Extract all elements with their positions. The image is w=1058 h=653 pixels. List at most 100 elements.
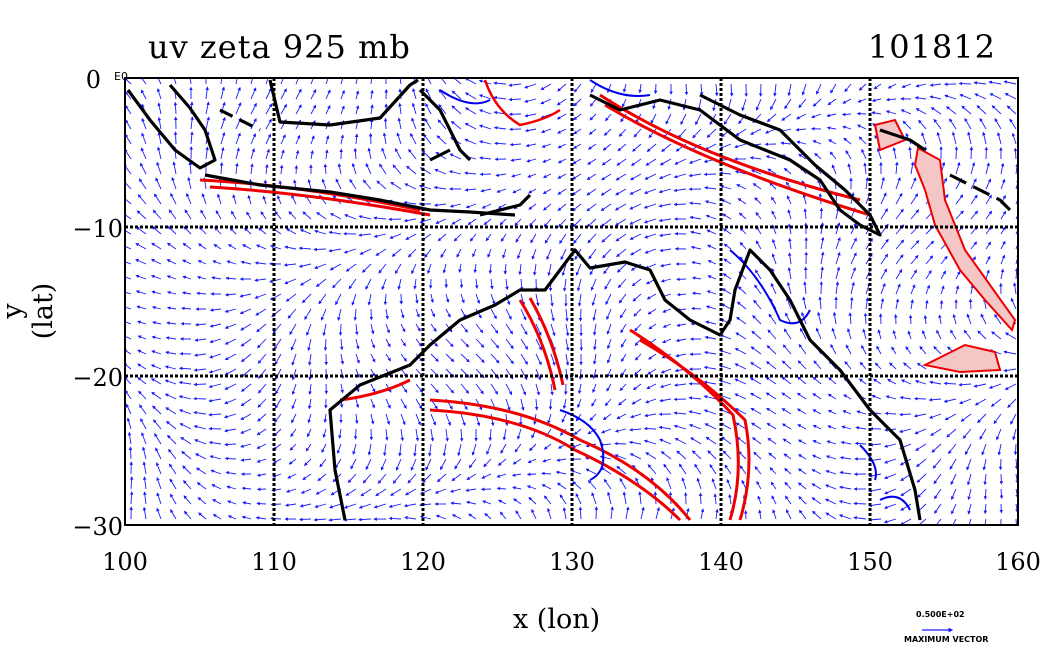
wind-vector bbox=[703, 395, 717, 400]
wind-vector bbox=[945, 106, 957, 115]
wind-vector bbox=[917, 488, 927, 498]
wind-vector bbox=[494, 141, 507, 146]
wind-vector bbox=[217, 193, 222, 205]
wind-vector bbox=[313, 247, 327, 252]
wind-vector bbox=[140, 147, 147, 160]
wind-vector bbox=[572, 158, 582, 164]
wind-vector bbox=[542, 158, 552, 163]
wind-vector bbox=[193, 425, 207, 430]
wind-vector bbox=[373, 216, 387, 220]
wind-vector bbox=[709, 463, 717, 475]
wind-vector bbox=[750, 362, 762, 370]
wind-vector bbox=[277, 195, 282, 205]
wind-vector bbox=[899, 428, 912, 433]
wind-vector bbox=[405, 233, 417, 240]
wind-vector bbox=[753, 451, 762, 460]
wind-vector bbox=[1010, 413, 1017, 425]
wind-vector bbox=[842, 98, 852, 104]
wind-vector bbox=[314, 229, 327, 235]
wind-vector bbox=[141, 117, 147, 130]
wind-vector bbox=[985, 194, 992, 205]
wind-vector bbox=[824, 498, 837, 505]
wind-vector bbox=[818, 296, 822, 310]
wind-vector bbox=[970, 241, 978, 250]
wind-vector bbox=[880, 282, 886, 295]
wind-vector bbox=[781, 360, 792, 370]
wind-vector bbox=[559, 233, 567, 244]
wind-vector bbox=[156, 78, 162, 85]
wind-vector bbox=[749, 377, 762, 385]
wind-vector bbox=[265, 118, 272, 130]
wind-vector bbox=[719, 143, 732, 150]
wind-vector bbox=[355, 338, 360, 350]
wind-vector bbox=[355, 78, 360, 85]
wind-vector bbox=[645, 452, 657, 460]
wind-vector bbox=[257, 398, 267, 408]
wind-vector bbox=[843, 137, 852, 145]
wind-vector bbox=[796, 113, 807, 120]
wind-vector bbox=[704, 186, 717, 190]
wind-vector bbox=[510, 158, 522, 162]
wind-vector bbox=[224, 368, 237, 376]
wind-vector bbox=[983, 518, 987, 525]
wind-vector bbox=[844, 361, 852, 370]
wind-vector bbox=[616, 413, 627, 420]
wind-vector bbox=[166, 259, 177, 265]
wind-vector bbox=[835, 281, 840, 295]
wind-vector bbox=[400, 428, 405, 442]
wind-vector bbox=[915, 443, 927, 451]
wind-vector bbox=[520, 338, 528, 350]
wind-vector bbox=[839, 456, 852, 460]
wind-vector bbox=[170, 509, 177, 520]
wind-vector bbox=[157, 131, 162, 145]
wind-vector bbox=[445, 338, 454, 348]
wind-vector bbox=[960, 413, 972, 422]
wind-vector bbox=[226, 260, 237, 265]
wind-vector bbox=[343, 248, 357, 254]
wind-vector bbox=[515, 510, 522, 520]
wind-vector bbox=[497, 203, 507, 209]
wind-vector bbox=[515, 233, 522, 243]
wind-vector bbox=[427, 78, 432, 85]
wind-vector bbox=[298, 263, 312, 268]
wind-vector bbox=[571, 443, 582, 449]
neg-contour-2 bbox=[729, 249, 811, 325]
wind-vector bbox=[151, 226, 162, 235]
wind-vector bbox=[128, 446, 133, 460]
wind-vector bbox=[291, 194, 297, 205]
wind-vector bbox=[152, 320, 162, 325]
wind-vector bbox=[453, 233, 462, 242]
wind-vector bbox=[240, 443, 252, 448]
wind-vector bbox=[969, 146, 974, 160]
wind-vector bbox=[505, 398, 511, 411]
wind-vector bbox=[1000, 226, 1006, 235]
wind-vector bbox=[786, 296, 792, 310]
wind-vector bbox=[853, 516, 867, 520]
wind-vector bbox=[659, 438, 672, 445]
wind-vector bbox=[240, 323, 252, 331]
wind-vector bbox=[694, 463, 702, 475]
wind-vector bbox=[798, 509, 807, 520]
wind-vector bbox=[512, 458, 522, 465]
wind-vector bbox=[966, 458, 972, 471]
wind-vector bbox=[272, 458, 282, 464]
wind-vector bbox=[592, 383, 597, 394]
wind-vector bbox=[385, 353, 391, 362]
x-tick-150: 150 bbox=[847, 548, 893, 576]
wind-vector bbox=[125, 306, 132, 310]
wind-vector bbox=[337, 308, 342, 321]
wind-vector bbox=[125, 389, 132, 400]
wind-vector bbox=[798, 454, 807, 460]
wind-vector bbox=[1003, 350, 1017, 355]
wind-vector bbox=[829, 151, 837, 160]
y-tick-30: −30 bbox=[72, 513, 123, 541]
wind-vector bbox=[472, 248, 477, 258]
wind-vector bbox=[325, 89, 331, 100]
wind-vector bbox=[544, 233, 552, 244]
wind-vector bbox=[933, 118, 942, 130]
wind-vector bbox=[373, 233, 387, 238]
wind-vector bbox=[475, 323, 484, 334]
wind-vector bbox=[307, 398, 312, 410]
wind-vector bbox=[358, 215, 372, 220]
wind-vector bbox=[209, 323, 222, 328]
